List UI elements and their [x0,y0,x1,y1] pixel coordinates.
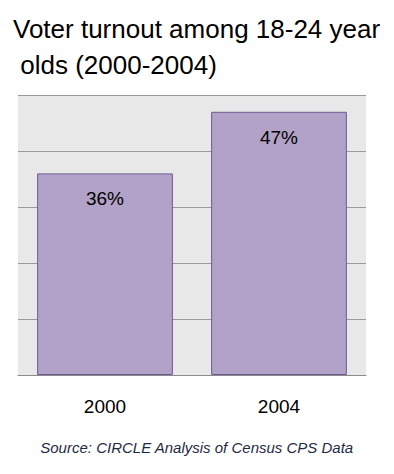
svg-text:olds (2000-2004): olds (2000-2004) [13,50,217,80]
svg-text:Source: CIRCLE Analysis of Cen: Source: CIRCLE Analysis of Census CPS Da… [40,439,353,456]
svg-text:2004: 2004 [258,396,301,417]
svg-text:Voter turnout among 18-24 year: Voter turnout among 18-24 year [13,14,380,44]
svg-text:2000: 2000 [84,396,126,417]
svg-text:36%: 36% [86,188,124,209]
svg-text:47%: 47% [260,127,298,148]
